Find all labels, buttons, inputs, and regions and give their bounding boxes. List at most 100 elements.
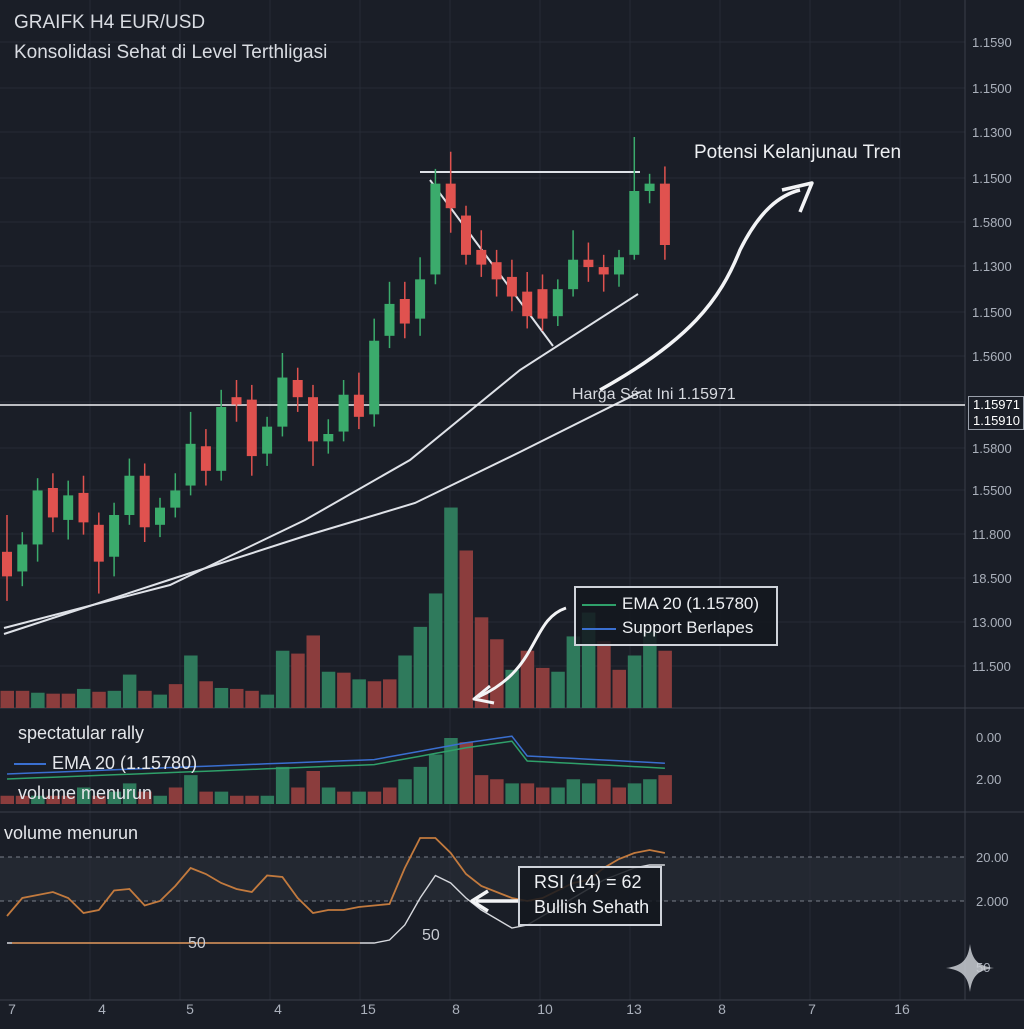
support-line-upper xyxy=(3,293,639,629)
volume-bar xyxy=(551,671,565,708)
volume-bar xyxy=(428,593,443,708)
candle-body xyxy=(308,397,318,442)
x-axis-label: 8 xyxy=(452,1001,460,1017)
candle-body xyxy=(369,340,380,415)
sub-ema-legend: EMA 20 (1.15780) xyxy=(14,753,197,774)
price-axis-label: 13.000 xyxy=(972,615,1012,630)
candle-body xyxy=(63,495,74,520)
volume-bar xyxy=(61,693,76,708)
volume-bar xyxy=(597,641,611,708)
volume-bar xyxy=(153,694,167,708)
overlays xyxy=(470,181,814,913)
candle-body xyxy=(476,249,487,265)
candle-body xyxy=(139,475,150,528)
volume-bar xyxy=(566,636,581,708)
trendlines xyxy=(0,171,965,635)
x-axis-label: 16 xyxy=(894,1001,910,1017)
price-tag-secondary: 1.15910 xyxy=(973,413,1020,428)
candle-body xyxy=(292,380,303,398)
sub-ema-label: EMA 20 (1.15780) xyxy=(52,753,198,773)
candle-body xyxy=(415,279,426,319)
candle-body xyxy=(185,443,196,486)
volume-bars xyxy=(0,507,672,708)
volume-bar xyxy=(398,655,412,708)
candle-body xyxy=(124,475,135,515)
rsi-level-label-mid: 50 xyxy=(422,927,440,944)
rsi-axis-label: 2.000 xyxy=(976,894,1009,909)
candle-body xyxy=(246,399,257,457)
price-axis-label: 1.5500 xyxy=(972,483,1012,498)
volume-bar xyxy=(199,681,213,708)
candle-body xyxy=(32,490,43,545)
volume-axis-label: 2.00 xyxy=(976,772,1001,787)
sub-volume-bar xyxy=(107,791,122,804)
x-axis-label: 4 xyxy=(274,1001,282,1017)
x-axis-label: 15 xyxy=(360,1001,376,1017)
volume-bar xyxy=(214,687,229,708)
volume-bar xyxy=(260,694,275,708)
sub-volume-bar xyxy=(321,787,336,804)
sub-volume-bar xyxy=(474,775,489,804)
sub-volume-bar xyxy=(566,779,581,804)
trend-arrowhead xyxy=(781,181,814,213)
candle-body xyxy=(323,434,334,442)
candle-body xyxy=(155,507,165,525)
volume-bar xyxy=(658,650,672,708)
volume-bar xyxy=(168,684,183,708)
sub-volume-bar xyxy=(138,791,152,804)
candle-body xyxy=(537,289,548,319)
trend-arrow xyxy=(599,188,801,392)
candle-body xyxy=(231,397,242,405)
volume-bar xyxy=(31,692,45,708)
legend-support-row: Support Berlapes xyxy=(582,618,753,638)
legend-ema-label: EMA 20 (1.15780) xyxy=(622,594,760,613)
price-tag-current: 1.15971 xyxy=(973,397,1020,412)
price-axis-label: 1.1300 xyxy=(972,259,1012,274)
volume-bar xyxy=(352,679,366,708)
sub-volume-bar xyxy=(214,791,229,804)
volume-bar xyxy=(92,691,106,708)
legend-support-swatch xyxy=(582,627,616,630)
legend-ema-row: EMA 20 (1.15780) xyxy=(582,594,759,614)
sub-volume-bar xyxy=(643,779,657,804)
candle-body xyxy=(568,259,579,290)
sub-volume-bar xyxy=(398,779,412,804)
candle-body xyxy=(353,394,364,417)
price-axis-label: 1.1590 xyxy=(972,35,1012,50)
panel-separators xyxy=(0,707,1024,1001)
price-tag: 1.15971 1.15910 xyxy=(968,396,1024,430)
sub-volume-bar xyxy=(581,783,596,804)
candle-body xyxy=(614,257,624,275)
sub-volume-bar xyxy=(77,787,91,804)
legend-arrow xyxy=(477,606,567,699)
x-axis-label: 7 xyxy=(808,1001,816,1017)
candle-body xyxy=(384,303,395,336)
sub-ema-swatch xyxy=(14,763,46,766)
sub-volume-bar xyxy=(505,783,519,804)
trend-annotation: Potensi Kelanjunau Tren xyxy=(694,142,902,163)
rsi-value-label: RSI (14) = 62 xyxy=(534,872,642,892)
volume-bar xyxy=(413,626,428,708)
sub-volume-bar xyxy=(31,795,45,804)
chart-title: GRAIFK H4 EUR/USD xyxy=(14,12,206,33)
candle-body xyxy=(200,446,211,471)
price-axis-label: 1.1500 xyxy=(972,81,1012,96)
sub-ema-blue-line xyxy=(6,735,665,775)
price-axis-label: 1.1500 xyxy=(972,305,1012,320)
volume-bar xyxy=(383,679,397,708)
sub-volume-bar xyxy=(428,754,443,804)
x-axis-label: 13 xyxy=(626,1001,642,1017)
volume-bar xyxy=(321,671,336,708)
volume-bar xyxy=(337,672,351,708)
candle-body xyxy=(522,291,533,317)
sub-volume-bar xyxy=(46,795,60,804)
volume-bar xyxy=(46,693,60,708)
volume-bar xyxy=(444,507,458,708)
rsi-box: RSI (14) = 62 Bullish Sehath xyxy=(518,866,662,926)
volume-bar xyxy=(122,674,137,708)
sub-volume-bar xyxy=(245,795,259,804)
candle-body xyxy=(216,407,227,471)
x-axis-label: 10 xyxy=(537,1001,553,1017)
candle-body xyxy=(109,515,120,557)
